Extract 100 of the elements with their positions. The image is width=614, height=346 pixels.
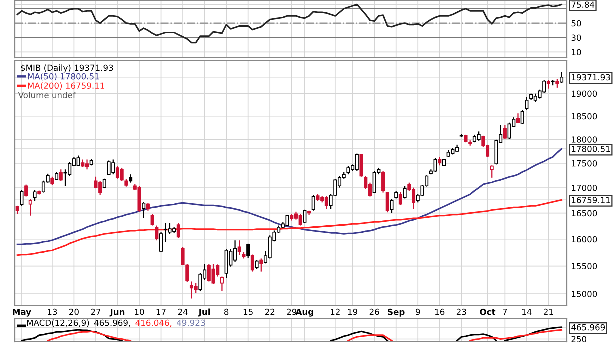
y-tick-label: 17800.51 [572, 146, 610, 152]
y-tick-label: 30 [572, 34, 582, 42]
candlestick [112, 159, 116, 176]
y-tick-label: 15500 [572, 263, 598, 270]
x-tick-label: Oct [480, 308, 496, 316]
x-tick-label: 10 [135, 308, 144, 316]
candlestick [386, 192, 390, 214]
candlestick [150, 214, 154, 226]
annotation: 49.923 [177, 320, 206, 326]
chart-title: $MIB (Daily) 19371.93 [21, 64, 114, 73]
candlestick [107, 160, 111, 176]
candlestick [434, 158, 438, 173]
x-tick-label: 14 [522, 309, 532, 316]
y-tick-label: 18000 [572, 136, 598, 143]
candlestick [76, 155, 80, 167]
x-tick-label: 19 [348, 308, 358, 316]
x-tick-label: 29 [287, 308, 297, 316]
series-label: 465.969, [94, 320, 130, 327]
candlestick [355, 153, 359, 172]
x-tick-label: May [13, 308, 32, 317]
x-tick-label: Aug [296, 308, 314, 317]
x-tick-label: 24 [178, 308, 188, 316]
y-tick-label: 19000 [572, 90, 598, 98]
candlestick [142, 201, 146, 220]
candlestick [120, 167, 124, 182]
y-tick-label: 18500 [572, 113, 598, 120]
x-tick-label: 27 [91, 308, 101, 316]
y-tick-label: 50 [572, 20, 582, 27]
y-tick-label: 75.84 [572, 2, 595, 8]
candlestick [412, 187, 416, 210]
y-tick-label: 16000 [572, 236, 598, 243]
y-tick-label: 19371.93 [572, 74, 610, 81]
chart-title: MACD(12,26,9) [27, 320, 90, 328]
candlestick [516, 113, 520, 124]
candlestick [20, 190, 24, 207]
x-tick-label: 7 [503, 309, 508, 316]
candlestick [198, 272, 202, 292]
y-tick-label: 16759.11 [572, 197, 610, 204]
candlestick [525, 96, 529, 111]
candlestick [181, 246, 185, 266]
x-tick-label: 9 [416, 308, 420, 316]
candlestick [220, 276, 224, 292]
y-tick-label: 250 [572, 336, 587, 343]
candlestick [164, 222, 168, 243]
x-tick-label: Sep [388, 308, 405, 317]
x-tick-label: Jul [198, 308, 210, 317]
candlestick [138, 186, 142, 212]
candlestick [250, 254, 254, 272]
candlestick [94, 176, 98, 190]
candlestick [85, 159, 90, 170]
x-tick-label: Jun [110, 309, 125, 317]
legend-label: MA(200) 16759.11 [28, 82, 104, 90]
candlestick [324, 196, 328, 210]
candlestick [560, 72, 564, 84]
candlestick [116, 166, 120, 180]
y-tick-label: 16500 [572, 210, 598, 217]
candlestick [268, 235, 272, 260]
candlestick [382, 170, 386, 194]
candlestick [212, 263, 216, 285]
x-tick-label: 8 [224, 308, 229, 316]
candlestick [403, 186, 407, 200]
line-series [16, 148, 563, 246]
candlestick [477, 131, 481, 142]
y-tick-label: 17000 [572, 185, 598, 192]
candlestick [246, 243, 250, 259]
candlestick [176, 222, 180, 239]
x-tick-label: 20 [70, 308, 79, 316]
x-tick-label: 15 [244, 309, 253, 316]
x-tick-label: 16 [435, 308, 445, 316]
x-tick-label: 21 [544, 308, 554, 316]
candlestick [303, 209, 307, 224]
candlestick [28, 198, 32, 216]
candlestick [238, 240, 242, 256]
candlestick [224, 248, 228, 279]
candlestick [298, 214, 302, 226]
candlestick [490, 165, 494, 178]
x-tick-label: 26 [370, 308, 380, 316]
candlestick [360, 154, 364, 178]
candlestick [33, 190, 37, 202]
y-tick-label: 17500 [572, 160, 598, 167]
x-tick-label: 23 [456, 308, 466, 316]
candlestick [186, 263, 190, 283]
y-tick-label: 10 [572, 49, 582, 56]
y-tick-label: 465.969 [572, 324, 606, 331]
candlestick [168, 222, 172, 235]
line-series [16, 4, 563, 44]
x-tick-label: 17 [156, 309, 166, 316]
candlestick [508, 122, 512, 140]
candlestick [190, 281, 194, 300]
candlestick [194, 282, 198, 294]
x-tick-label: 12 [331, 308, 340, 316]
x-tick-label: 22 [265, 308, 275, 316]
candlestick [160, 232, 164, 253]
candlestick [372, 170, 376, 194]
candlestick [390, 198, 394, 214]
line-series [16, 199, 563, 256]
y-tick-label: 15000 [572, 291, 598, 298]
x-tick-label: 13 [48, 308, 58, 316]
legend-label: MA(50) 17800.51 [28, 73, 100, 81]
candlestick [260, 258, 264, 272]
